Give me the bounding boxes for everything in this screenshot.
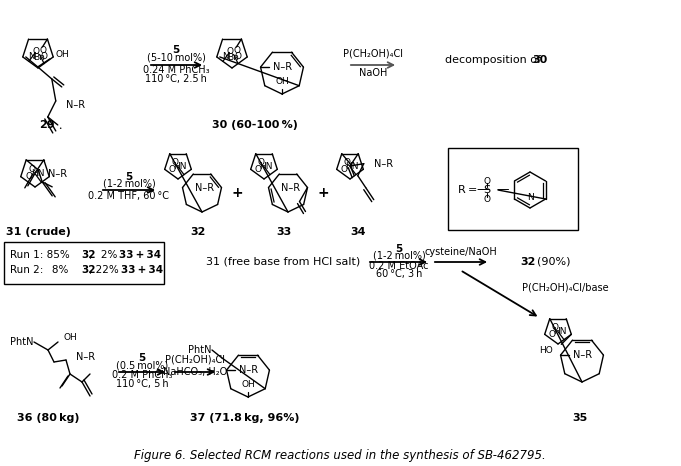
Text: 60 °C, 3 h: 60 °C, 3 h (376, 269, 422, 279)
Text: 33 + 34: 33 + 34 (119, 250, 161, 260)
Text: 110 °C, 2.5 h: 110 °C, 2.5 h (145, 74, 207, 84)
Text: O: O (29, 165, 35, 174)
Text: (1-2 mol%): (1-2 mol%) (373, 251, 426, 261)
Text: —: — (476, 184, 488, 197)
Text: O: O (484, 194, 490, 204)
Text: decomposition of: decomposition of (445, 55, 545, 65)
Text: 30 (60-100 %): 30 (60-100 %) (212, 120, 298, 130)
Text: R =: R = (458, 185, 477, 195)
Text: OH: OH (64, 333, 78, 342)
Text: NaOH: NaOH (359, 68, 387, 78)
Text: N–R: N–R (48, 169, 67, 179)
Text: N: N (222, 53, 229, 62)
Text: O: O (343, 158, 350, 167)
Text: 5: 5 (138, 353, 146, 363)
Text: +: + (231, 186, 243, 200)
Text: 31 (crude): 31 (crude) (5, 227, 70, 237)
Text: OH: OH (56, 50, 69, 60)
Text: 31 (free base from HCl salt): 31 (free base from HCl salt) (206, 257, 360, 267)
Text: 36 (80 kg): 36 (80 kg) (17, 413, 79, 423)
Text: 32: 32 (81, 265, 95, 275)
Text: 0.2 M PhCH₃: 0.2 M PhCH₃ (112, 370, 172, 380)
Text: OH: OH (275, 77, 289, 86)
Text: 0.2 M THF, 60 °C: 0.2 M THF, 60 °C (89, 191, 170, 201)
Text: P(CH₂OH)₄Cl/base: P(CH₂OH)₄Cl/base (522, 283, 609, 293)
Text: 35: 35 (572, 413, 588, 423)
Text: P(CH₂OH)₄Cl: P(CH₂OH)₄Cl (343, 48, 403, 58)
Text: HN: HN (31, 169, 44, 178)
Text: N: N (28, 53, 35, 62)
Text: 32: 32 (81, 250, 95, 260)
Text: ,  2%: , 2% (89, 250, 119, 260)
Text: O: O (549, 330, 556, 339)
Text: N–R: N–R (238, 365, 257, 375)
Text: •: • (58, 126, 61, 131)
Text: O: O (484, 177, 490, 185)
Text: HN: HN (173, 162, 187, 171)
Text: N–R: N–R (573, 350, 592, 360)
Text: O: O (340, 165, 348, 174)
Text: (0.5 mol%): (0.5 mol%) (116, 360, 168, 370)
Text: 32: 32 (190, 227, 206, 237)
Text: 30: 30 (532, 55, 548, 65)
Text: 0.2 M EtOAc: 0.2 M EtOAc (369, 261, 429, 271)
Text: P(CH₂OH)₄Cl: P(CH₂OH)₄Cl (165, 355, 225, 365)
Text: 37 (71.8 kg, 96%): 37 (71.8 kg, 96%) (190, 413, 300, 423)
Text: N–R: N–R (281, 183, 300, 192)
Text: N–R: N–R (272, 62, 291, 72)
Text: O: O (39, 46, 46, 55)
Bar (4, 242, 164, 284)
Text: 33 + 34: 33 + 34 (121, 265, 163, 275)
Text: PhtN: PhtN (10, 337, 33, 347)
Text: O: O (234, 53, 241, 62)
Text: Run 1: 85%: Run 1: 85% (10, 250, 72, 260)
Text: O: O (234, 46, 240, 55)
Text: HO: HO (539, 346, 554, 355)
Text: 5: 5 (396, 244, 402, 254)
Text: N–R: N–R (374, 159, 393, 169)
Text: Bn: Bn (227, 53, 239, 62)
Text: —: — (496, 184, 509, 197)
Bar (448, 148, 578, 230)
Text: 32: 32 (520, 257, 535, 267)
Text: cysteine/NaOH: cysteine/NaOH (425, 247, 497, 257)
Text: 5: 5 (172, 45, 180, 55)
Text: O: O (169, 165, 176, 174)
Text: O: O (551, 322, 558, 332)
Text: +: + (317, 186, 329, 200)
Text: HN: HN (259, 162, 272, 171)
Text: 0.24 M PhCH₃: 0.24 M PhCH₃ (143, 65, 209, 75)
Text: (90%): (90%) (537, 257, 571, 267)
Text: OH: OH (241, 380, 255, 389)
Text: Bn: Bn (33, 53, 46, 62)
Text: N–R: N–R (195, 183, 214, 192)
Text: 33: 33 (276, 227, 291, 237)
Text: N–R: N–R (76, 352, 95, 362)
Text: N–R: N–R (66, 100, 85, 110)
Text: O: O (171, 158, 178, 167)
Text: O: O (32, 47, 39, 56)
Text: 5: 5 (125, 172, 133, 182)
Text: N: N (526, 193, 533, 202)
Text: (1-2 mol%): (1-2 mol%) (103, 179, 155, 189)
Text: S: S (484, 185, 490, 195)
Text: Run 2:  8%: Run 2: 8% (10, 265, 71, 275)
Text: O: O (257, 158, 264, 167)
Text: PhtN: PhtN (188, 345, 212, 355)
Text: O: O (255, 165, 262, 174)
Text: 110 °C, 5 h: 110 °C, 5 h (116, 379, 168, 389)
Text: O: O (226, 47, 233, 56)
Text: HN: HN (553, 327, 567, 336)
Text: Figure 6. Selected RCM reactions used in the synthesis of SB-462795.: Figure 6. Selected RCM reactions used in… (134, 448, 546, 461)
Text: O: O (40, 53, 47, 62)
Text: 29: 29 (39, 120, 54, 130)
Text: (5-10 mol%): (5-10 mol%) (146, 53, 206, 63)
Text: , 22%: , 22% (89, 265, 121, 275)
Text: O: O (26, 172, 33, 181)
Text: HN: HN (345, 162, 358, 171)
Text: 34: 34 (350, 227, 366, 237)
Text: NaHCO₃, H₂O: NaHCO₃, H₂O (163, 367, 227, 377)
